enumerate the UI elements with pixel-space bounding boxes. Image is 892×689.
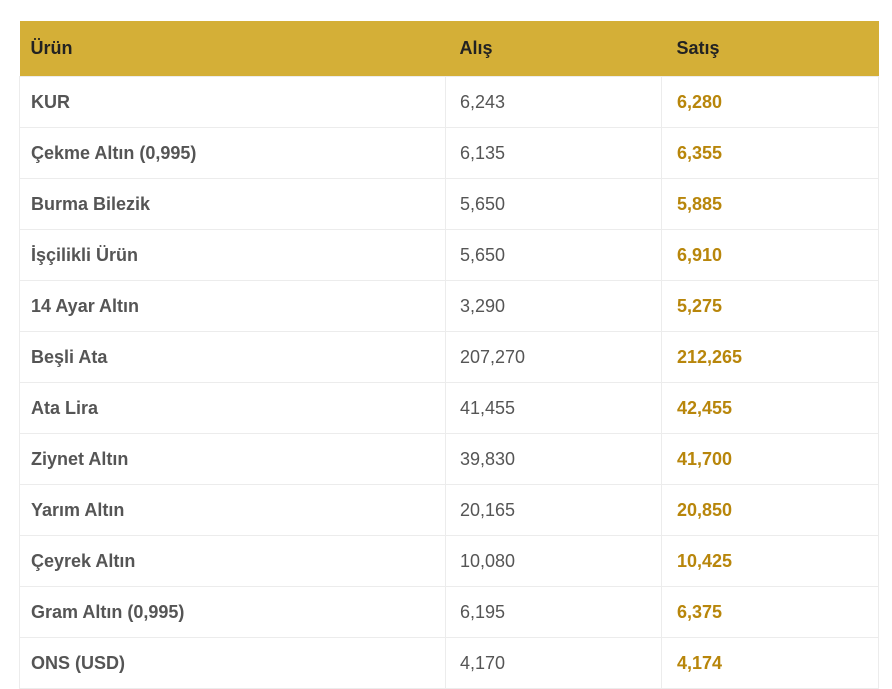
product-name: Gram Altın (0,995) — [19, 586, 446, 638]
table-row: ONS (USD) 4,170 4,174 — [19, 637, 879, 689]
buy-price: 207,270 — [445, 331, 662, 383]
price-table: Ürün Alış Satış KUR 6,243 6,280 Çekme Altın (… — [19, 21, 879, 689]
column-header: Alış — [445, 21, 662, 77]
column-header: Ürün — [19, 21, 446, 77]
buy-price: 39,830 — [445, 433, 662, 485]
buy-price: 3,290 — [445, 280, 662, 332]
buy-price: 6,243 — [445, 76, 662, 128]
table-row: Ata Lira 41,455 42,455 — [19, 382, 879, 434]
product-name: Çeyrek Altın — [19, 535, 446, 587]
table-row: Burma Bilezik 5,650 5,885 — [19, 178, 879, 230]
column-header: Satış — [661, 21, 879, 77]
product-name: Burma Bilezik — [19, 178, 446, 230]
table-row: Ziynet Altın 39,830 41,700 — [19, 433, 879, 485]
product-name: Ziynet Altın — [19, 433, 446, 485]
sell-price: 6,280 — [661, 76, 879, 128]
table-row: Beşli Ata 207,270 212,265 — [19, 331, 879, 383]
sell-price: 6,910 — [661, 229, 879, 281]
table-row: İşçilikli Ürün 5,650 6,910 — [19, 229, 879, 281]
product-name: 14 Ayar Altın — [19, 280, 446, 332]
table-row: Yarım Altın 20,165 20,850 — [19, 484, 879, 536]
sell-price: 20,850 — [661, 484, 879, 536]
buy-price: 10,080 — [445, 535, 662, 587]
buy-price: 5,650 — [445, 229, 662, 281]
sell-price: 4,174 — [661, 637, 879, 689]
buy-price: 4,170 — [445, 637, 662, 689]
product-name: Yarım Altın — [19, 484, 446, 536]
product-name: Çekme Altın (0,995) — [19, 127, 446, 179]
product-name: İşçilikli Ürün — [19, 229, 446, 281]
buy-price: 5,650 — [445, 178, 662, 230]
product-name: ONS (USD) — [19, 637, 446, 689]
buy-price: 6,195 — [445, 586, 662, 638]
sell-price: 41,700 — [661, 433, 879, 485]
table-row: 14 Ayar Altın 3,290 5,275 — [19, 280, 879, 332]
sell-price: 6,355 — [661, 127, 879, 179]
buy-price: 41,455 — [445, 382, 662, 434]
product-name: Ata Lira — [19, 382, 446, 434]
header-row: Ürün Alış Satış — [19, 21, 879, 77]
sell-price: 212,265 — [661, 331, 879, 383]
table-row: Çekme Altın (0,995) 6,135 6,355 — [19, 127, 879, 179]
product-name: Beşli Ata — [19, 331, 446, 383]
table-row: KUR 6,243 6,280 — [19, 76, 879, 128]
table-body: KUR 6,243 6,280 Çekme Altın (0,995) 6,135 6,3… — [19, 76, 879, 689]
buy-price: 6,135 — [445, 127, 662, 179]
sell-price: 6,375 — [661, 586, 879, 638]
table-row: Gram Altın (0,995) 6,195 6,375 — [19, 586, 879, 638]
sell-price: 10,425 — [661, 535, 879, 587]
sell-price: 5,885 — [661, 178, 879, 230]
buy-price: 20,165 — [445, 484, 662, 536]
sell-price: 42,455 — [661, 382, 879, 434]
product-name: KUR — [19, 76, 446, 128]
sell-price: 5,275 — [661, 280, 879, 332]
table-row: Çeyrek Altın 10,080 10,425 — [19, 535, 879, 587]
